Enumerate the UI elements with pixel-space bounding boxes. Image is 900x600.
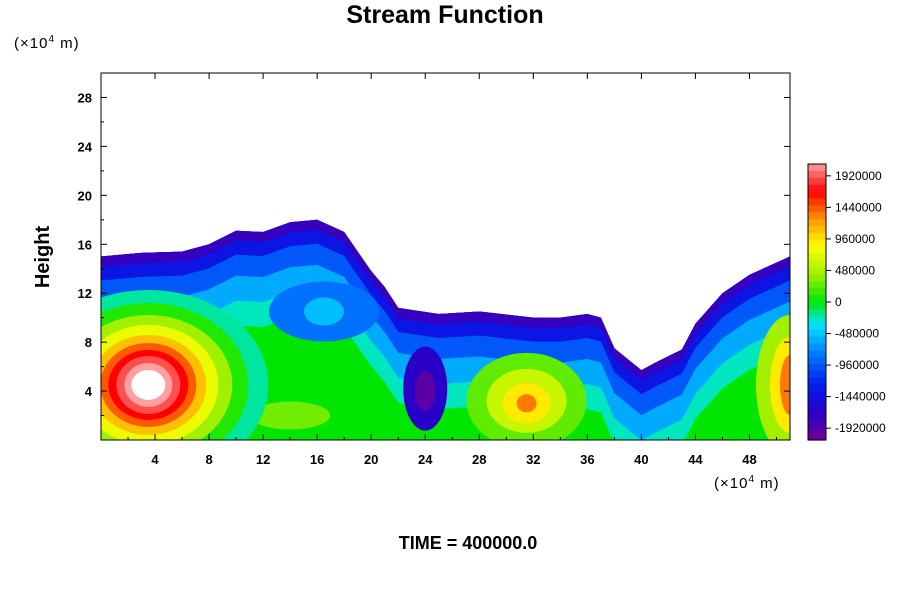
x-tick-label: 32 — [526, 452, 540, 467]
colorbar-segment — [808, 308, 826, 317]
x-axis: 4 8 12 16 20 24 28 32 36 40 44 48 — [127, 73, 777, 467]
colorbar-segment — [808, 371, 826, 379]
colorbar-segment — [808, 164, 826, 172]
colorbar-segment — [808, 391, 826, 400]
y-axis: 4 8 12 16 20 24 28 — [78, 90, 790, 417]
colorbar-segment — [808, 315, 826, 324]
colorbar — [807, 163, 827, 441]
colorbar-segment — [808, 302, 826, 310]
contour-blob-right-green — [756, 314, 790, 440]
x-tick-label: 12 — [256, 452, 270, 467]
x-tick-label: 36 — [580, 452, 594, 467]
y-axis-label: Height — [32, 226, 54, 289]
y-tick-label: 8 — [85, 335, 92, 350]
colorbar-tick-label: -960000 — [835, 358, 879, 372]
colorbar-segment — [808, 343, 826, 351]
colorbar-segment — [808, 239, 826, 248]
colorbar-segment — [808, 219, 826, 227]
colorbar-segment — [808, 246, 826, 255]
contour-blob-orange — [516, 394, 537, 413]
colorbar-segment — [808, 288, 826, 296]
x-tick-label: 4 — [151, 452, 159, 467]
colorbar-segment — [808, 281, 826, 289]
colorbar-segment — [808, 212, 826, 220]
colorbar-segment — [808, 226, 826, 234]
contour-field — [101, 219, 790, 440]
chart-title: Stream Function — [346, 1, 543, 29]
colorbar-segment — [808, 274, 826, 282]
contour-blob-mid-core — [303, 297, 344, 326]
colorbar-segment — [808, 357, 826, 365]
colorbar-segment — [808, 267, 826, 275]
contour-blob-right-yellow — [770, 336, 790, 433]
contour-blob-ground — [250, 401, 331, 430]
colorbar-tick-label: -1920000 — [835, 421, 886, 435]
colorbar-tick-label: -1440000 — [835, 390, 886, 404]
contour-blob-low-core — [415, 371, 436, 412]
x-tick-label: 28 — [472, 452, 486, 467]
colorbar-ticks: 1920000 1440000 960000 480000 0 -480000 -96000… — [826, 169, 886, 435]
y-tick-label: 16 — [78, 237, 92, 252]
colorbar-segment — [808, 350, 826, 358]
colorbar-segment — [808, 412, 826, 420]
colorbar-segment — [808, 170, 826, 179]
colorbar-segment — [808, 253, 826, 262]
colorbar-tick-label: 0 — [835, 295, 842, 309]
y-tick-label: 20 — [78, 188, 92, 203]
x-tick-label: 16 — [310, 452, 324, 467]
colorbar-segment — [808, 295, 826, 303]
colorbar-tick-label: 480000 — [835, 263, 875, 277]
y-tick-label: 4 — [85, 384, 93, 399]
x-tick-label: 24 — [418, 452, 433, 467]
colorbar-tick-label: -480000 — [835, 327, 879, 341]
colorbar-segment — [808, 364, 826, 372]
plot-frame — [100, 72, 791, 441]
colorbar-tick-label: 1920000 — [835, 169, 882, 183]
x-tick-label: 40 — [634, 452, 648, 467]
colorbar-segment — [808, 405, 826, 413]
contour-peak-core — [131, 369, 166, 400]
x-tick-label: 20 — [364, 452, 378, 467]
colorbar-segment — [808, 198, 826, 206]
y-axis-unit: (×104 m) — [14, 34, 80, 52]
colorbar-segment — [808, 377, 826, 386]
x-axis-unit: (×104 m) — [714, 474, 780, 492]
colorbar-tick-label: 1440000 — [835, 200, 882, 214]
y-tick-label: 28 — [78, 90, 92, 105]
colorbar-segment — [808, 205, 826, 213]
colorbar-segment — [808, 398, 826, 407]
colorbar-segment — [808, 419, 826, 427]
colorbar-segment — [808, 384, 826, 393]
colorbar-segment — [808, 177, 826, 186]
colorbar-segment — [808, 322, 826, 331]
x-tick-label: 48 — [742, 452, 756, 467]
colorbar-segment — [808, 233, 826, 241]
colorbar-segment — [808, 433, 826, 441]
y-tick-label: 24 — [78, 139, 93, 154]
colorbar-segment — [808, 336, 826, 344]
x-tick-label: 44 — [688, 452, 703, 467]
colorbar-segment — [808, 260, 826, 269]
colorbar-segment — [808, 191, 826, 200]
x-tick-label: 8 — [205, 452, 212, 467]
contour-blob-right-orange — [780, 354, 790, 415]
y-tick-label: 12 — [78, 286, 92, 301]
time-label: TIME = 400000.0 — [399, 533, 538, 553]
colorbar-segment — [808, 426, 826, 434]
colorbar-tick-label: 960000 — [835, 232, 875, 246]
colorbar-segment — [808, 329, 826, 338]
colorbar-segment — [808, 184, 826, 193]
